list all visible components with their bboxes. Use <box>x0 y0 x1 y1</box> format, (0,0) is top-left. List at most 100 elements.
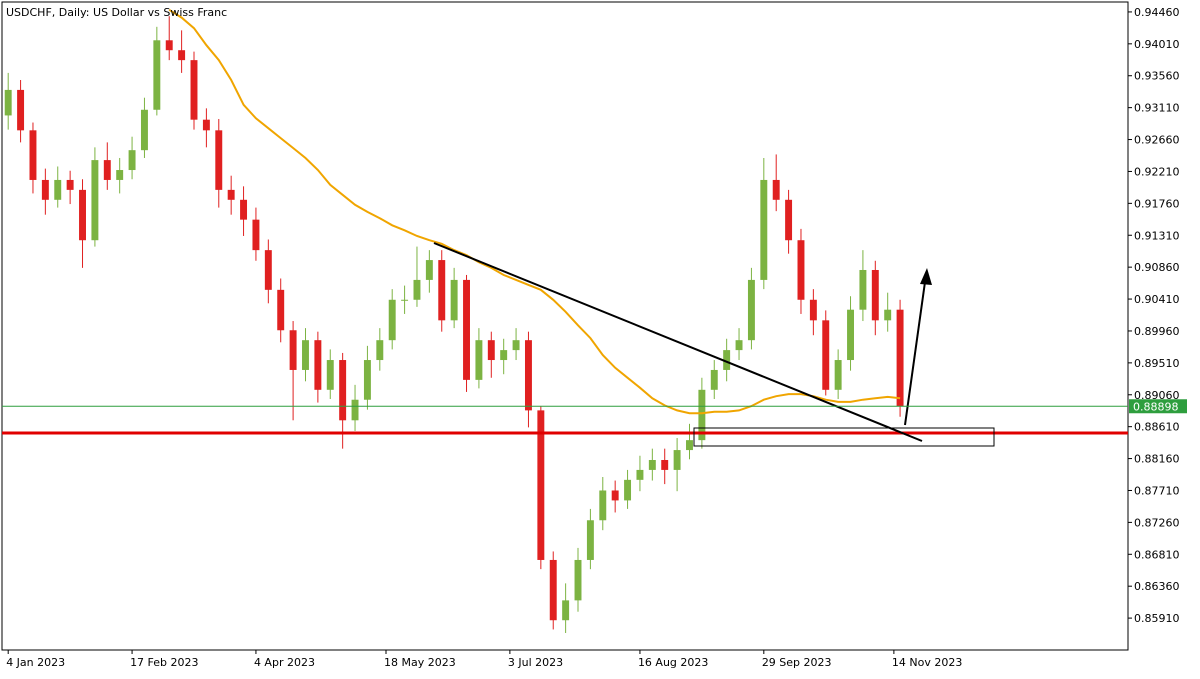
y-tick-label: 0.85910 <box>1134 612 1180 625</box>
candle-body <box>599 490 607 521</box>
candle-body <box>475 340 483 380</box>
candle-body <box>747 279 755 341</box>
candle-body <box>562 600 570 621</box>
arrow-head <box>920 268 932 285</box>
candle-body <box>128 150 136 171</box>
candle-body <box>178 50 186 61</box>
marks <box>4 8 904 633</box>
candle-body <box>500 350 508 361</box>
y-tick-label: 0.90410 <box>1134 293 1180 306</box>
candle-body <box>809 299 817 321</box>
candle-body <box>326 360 334 390</box>
candle-body <box>66 179 74 190</box>
candle-body <box>673 450 681 470</box>
y-tick-label: 0.86360 <box>1134 580 1180 593</box>
current-price-label: 0.88898 <box>1133 400 1179 413</box>
candle-body <box>140 109 148 151</box>
candle-body <box>772 179 780 200</box>
y-tick-label: 0.93110 <box>1134 102 1180 115</box>
zone-box <box>693 427 995 447</box>
y-tick-label: 0.87710 <box>1134 484 1180 497</box>
y-tick-label: 0.88610 <box>1134 421 1180 434</box>
candle-body <box>611 490 619 501</box>
y-tick-label: 0.89960 <box>1134 325 1180 338</box>
candle-body <box>624 479 632 501</box>
x-tick-label: 3 Jul 2023 <box>508 656 563 669</box>
candle-body <box>847 309 854 361</box>
candle-body <box>4 89 12 116</box>
candle-body <box>388 299 396 341</box>
candle-body <box>537 410 545 560</box>
y-tick-label: 0.93560 <box>1134 70 1180 83</box>
y-tick-label: 0.90860 <box>1134 261 1180 274</box>
candle-body <box>240 199 248 220</box>
candle-body <box>413 279 421 300</box>
candle-body <box>735 340 743 351</box>
candle-body <box>586 520 594 560</box>
candle-body <box>277 289 285 331</box>
y-tick-label: 0.94010 <box>1134 38 1180 51</box>
trend-line <box>433 242 923 442</box>
candle-body <box>401 299 409 301</box>
y-tick-label: 0.88160 <box>1134 453 1180 466</box>
x-tick-label: 14 Nov 2023 <box>892 656 962 669</box>
candle-body <box>29 130 37 180</box>
candle-body <box>834 360 842 390</box>
candle-body <box>450 279 458 321</box>
y-tick-label: 0.94460 <box>1134 6 1180 19</box>
candle-body <box>698 389 706 441</box>
candle-body <box>797 240 805 300</box>
candle-body <box>785 199 793 241</box>
candle-body <box>661 459 669 470</box>
candle-body <box>574 559 582 601</box>
x-tick-label: 16 Aug 2023 <box>638 656 708 669</box>
y-tick-label: 0.92210 <box>1134 165 1180 178</box>
candle-body <box>79 189 86 241</box>
y-tick-label: 0.89510 <box>1134 357 1180 370</box>
candle-body <box>859 269 867 310</box>
candle-body <box>264 250 272 290</box>
candle-body <box>524 340 532 411</box>
candle-body <box>17 89 25 131</box>
current-price-box <box>1129 399 1187 414</box>
candle-body <box>252 219 260 251</box>
candle-body <box>202 119 210 131</box>
candle-body <box>710 369 718 390</box>
candle-body <box>822 320 830 390</box>
candle-body <box>54 179 62 200</box>
candle-body <box>41 179 49 200</box>
x-tick-label: 4 Jan 2023 <box>6 656 65 669</box>
candle-body <box>896 309 904 407</box>
candle-body <box>165 40 173 51</box>
candle-body <box>351 399 359 421</box>
candle-body <box>425 260 433 280</box>
x-tick-label: 17 Feb 2023 <box>130 656 198 669</box>
x-tick-label: 29 Sep 2023 <box>762 656 832 669</box>
candle-body <box>549 559 557 621</box>
candle-body <box>723 350 731 370</box>
candle-body <box>153 40 161 110</box>
y-tick-label: 0.87260 <box>1134 516 1180 529</box>
chart-title: USDCHF, Daily: US Dollar vs Swiss Franc <box>6 6 227 19</box>
x-tick-label: 4 Apr 2023 <box>254 656 315 669</box>
candle-body <box>438 260 446 321</box>
candle-body <box>227 189 235 200</box>
candle-body <box>884 309 892 321</box>
candle-body <box>376 340 384 361</box>
candle-body <box>339 360 347 421</box>
candle-body <box>636 469 644 480</box>
candle-body <box>871 269 879 321</box>
y-tick-label: 0.92660 <box>1134 134 1180 147</box>
candle-body <box>190 60 198 120</box>
candle-body <box>760 179 768 280</box>
arrow-shaft <box>904 281 926 426</box>
x-tick-label: 18 May 2023 <box>384 656 456 669</box>
y-tick-label: 0.86810 <box>1134 548 1180 561</box>
candle-body <box>686 440 693 451</box>
candle-body <box>289 330 297 370</box>
y-tick-label: 0.91760 <box>1134 197 1180 210</box>
candle-body <box>314 340 322 390</box>
y-tick-label: 0.89060 <box>1134 389 1180 402</box>
candle-body <box>103 160 111 180</box>
candle-body <box>363 360 371 400</box>
